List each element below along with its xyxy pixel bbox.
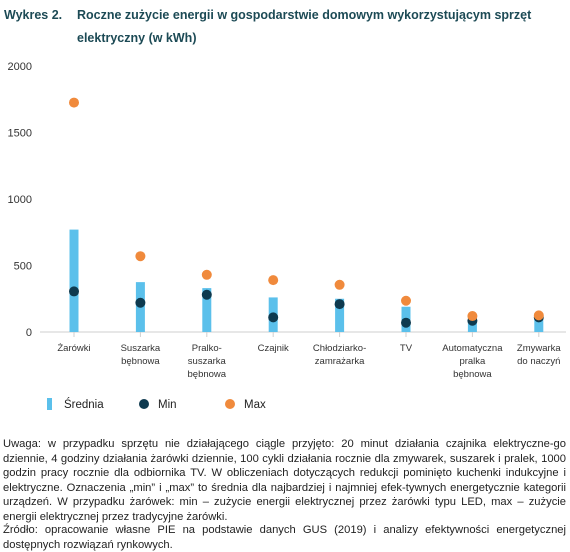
point-max xyxy=(533,310,544,321)
legend-swatch-min xyxy=(139,399,149,409)
category-label: Chłodziarko- xyxy=(313,343,366,354)
category-label: Czajnik xyxy=(258,343,289,354)
category-label: pralka xyxy=(459,356,486,367)
category-label: do naczyń xyxy=(517,356,560,367)
category-label: Żarówki xyxy=(57,343,90,354)
point-max xyxy=(467,311,478,322)
bar-srednia xyxy=(534,320,544,332)
category-label: bębnowa xyxy=(188,369,227,380)
point-max xyxy=(69,97,79,108)
category-label: TV xyxy=(400,343,413,354)
point-min xyxy=(135,297,146,308)
y-tick-label: 1500 xyxy=(8,128,32,140)
point-min xyxy=(334,299,345,310)
point-max xyxy=(401,295,411,306)
legend-label-min: Min xyxy=(158,399,177,411)
point-max xyxy=(334,279,345,290)
point-max xyxy=(135,251,146,262)
figure-title: Roczne zużycie energii w gospodarstwie d… xyxy=(77,8,532,45)
category-label: zamrażarka xyxy=(315,356,365,367)
category-label: Suszarka xyxy=(121,343,161,354)
bar-srednia xyxy=(467,321,477,332)
point-min xyxy=(69,286,79,297)
legend-swatch-max xyxy=(225,399,235,409)
y-tick-label: 2000 xyxy=(8,61,32,73)
point-min xyxy=(201,289,212,300)
bar-srednia xyxy=(335,298,345,332)
usage-note: Uwaga: w przypadku sprzętu nie działając… xyxy=(3,438,566,523)
legend-label-max: Max xyxy=(244,399,266,411)
category-label: Pralko- xyxy=(192,343,222,354)
category-label: bębnowa xyxy=(121,356,160,367)
category-label: suszarka xyxy=(188,356,227,367)
point-max xyxy=(201,269,212,280)
category-label: Automatyczna xyxy=(442,343,503,354)
bar-srednia xyxy=(69,229,79,332)
bar-srednia xyxy=(202,288,212,332)
energy-chart: 0 500 1000 1500 2000 Żarówki Suszarka bębnowa Pr… xyxy=(8,61,566,411)
y-tick-label: 1000 xyxy=(8,194,32,206)
y-tick-label: 0 xyxy=(26,327,32,339)
category-label: Zmywarka xyxy=(517,343,562,354)
category-label: bębnowa xyxy=(453,369,492,380)
legend-swatch-srednia xyxy=(47,398,52,410)
figure-label: Wykres 2. xyxy=(4,8,63,22)
y-tick-label: 500 xyxy=(14,261,32,273)
point-min xyxy=(268,312,279,323)
point-max xyxy=(268,275,279,286)
point-min xyxy=(401,317,411,328)
source-note: Źródło: opracowanie własne PIE na podsta… xyxy=(3,524,566,551)
legend-label-średnia: Średnia xyxy=(64,398,104,411)
